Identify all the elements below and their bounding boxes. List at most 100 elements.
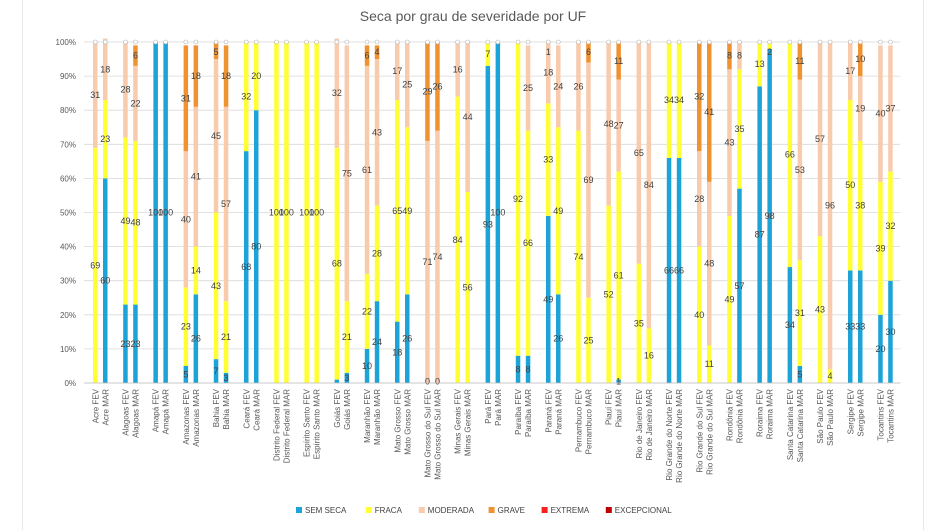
- x-tick-label: Distrito Federal FEV: [272, 388, 281, 461]
- bar-segment: [767, 42, 772, 49]
- bar-segment: [787, 42, 793, 268]
- data-label: 32: [694, 92, 704, 102]
- bar-cap: [404, 39, 410, 45]
- data-label: 100: [158, 208, 173, 218]
- bar-segment: [586, 42, 591, 63]
- bar-segment: [93, 147, 98, 383]
- data-label: 37: [885, 103, 895, 113]
- bar-segment: [576, 42, 581, 131]
- data-label: 22: [130, 98, 140, 108]
- bar-segment: [697, 42, 702, 152]
- bar-cap: [676, 39, 682, 45]
- x-tick-label: Amapá MAR: [162, 389, 171, 435]
- data-label: 33: [855, 322, 865, 332]
- bar-cap: [636, 39, 642, 45]
- x-tick-label: Piauí FEV: [605, 388, 614, 425]
- bar-segment: [133, 304, 138, 383]
- bar-segment: [797, 42, 803, 80]
- x-tick-label: Espírito Santo FEV: [303, 388, 312, 457]
- bar-segment: [888, 280, 893, 383]
- data-label: 69: [583, 175, 593, 185]
- data-label: 17: [845, 66, 855, 76]
- data-label: 10: [362, 361, 372, 371]
- bar-segment: [254, 110, 259, 383]
- bar-cap: [525, 39, 531, 45]
- data-label: 6: [133, 51, 138, 61]
- bar-segment: [334, 147, 340, 380]
- data-label: 49: [724, 294, 734, 304]
- bar-segment: [395, 99, 400, 322]
- bar-segment: [244, 151, 249, 383]
- bars: [92, 38, 893, 384]
- bar-cap: [213, 39, 219, 45]
- bar-cap: [92, 39, 98, 45]
- legend-swatch: [488, 507, 495, 513]
- bar-cap: [696, 39, 702, 45]
- data-label: 33: [845, 322, 855, 332]
- legend-label: SEM SECA: [305, 506, 347, 515]
- bar-segment: [515, 42, 521, 356]
- chart-area: Seca por grau de severidade por UF: [22, 0, 924, 530]
- bar-segment: [163, 42, 168, 383]
- data-label: 28: [120, 85, 130, 95]
- data-label: 49: [402, 206, 412, 216]
- data-label: 28: [694, 194, 704, 204]
- bar-segment: [556, 45, 561, 128]
- data-label: 53: [795, 165, 805, 175]
- bar-segment: [465, 42, 470, 193]
- data-label: 100: [299, 208, 314, 218]
- y-tick-label: 30%: [60, 277, 76, 286]
- bar-cap: [364, 39, 370, 45]
- y-tick-label: 10%: [60, 345, 76, 354]
- bar-cap: [284, 39, 289, 45]
- data-label: 49: [120, 216, 130, 226]
- x-tick-label: Mato Grosso do Sul MAR: [433, 389, 442, 480]
- bar-segment: [848, 42, 853, 100]
- data-label: 1: [616, 376, 621, 386]
- data-label: 18: [100, 64, 110, 74]
- bar-segment: [878, 314, 883, 383]
- bar-segment: [364, 45, 370, 66]
- data-label: 1: [546, 47, 551, 57]
- bar-cap: [133, 39, 138, 45]
- data-label: 27: [614, 121, 624, 131]
- x-tick-label: Santa Catarina FEV: [786, 388, 795, 460]
- bar-segment: [636, 42, 642, 264]
- bar-segment: [103, 99, 108, 179]
- data-label: 21: [221, 332, 231, 342]
- x-tick-label: Alagoas MAR: [131, 389, 140, 438]
- data-label: 3: [344, 373, 349, 383]
- x-tick-label: Mato Grosso MAR: [403, 389, 412, 455]
- data-label: 74: [573, 252, 583, 262]
- x-tick-label: Goiás FEV: [333, 388, 342, 427]
- data-label: 69: [90, 260, 100, 270]
- data-label: 26: [553, 334, 563, 344]
- data-label: 38: [855, 201, 865, 211]
- data-label: 84: [644, 180, 654, 190]
- legend-label: EXCEPCIONAL: [615, 506, 672, 515]
- data-label: 40: [694, 310, 704, 320]
- bar-segment: [334, 379, 340, 383]
- data-label: 11: [795, 56, 804, 66]
- bar-segment: [697, 246, 702, 383]
- x-tick-label: Rondônia FEV: [725, 388, 734, 441]
- data-label: 0: [435, 376, 440, 386]
- bar-cap: [817, 39, 823, 45]
- bar-cap: [606, 39, 611, 45]
- data-label: 39: [875, 243, 885, 253]
- bar-segment: [374, 59, 380, 206]
- x-tick-label: São Paulo MAR: [826, 389, 835, 446]
- y-tick-label: 80%: [60, 106, 76, 115]
- data-label: 18: [392, 347, 402, 357]
- data-label: 44: [463, 112, 473, 122]
- bar-segment: [827, 369, 833, 383]
- bar-segment: [616, 171, 621, 380]
- bar-cap: [787, 39, 793, 45]
- bar-cap: [163, 39, 168, 45]
- data-label: 8: [526, 364, 531, 374]
- legend-label: FRACA: [375, 506, 403, 515]
- bar-cap: [425, 39, 430, 45]
- x-tick-label: Paraná FEV: [544, 388, 553, 432]
- bar-segment: [395, 321, 400, 383]
- bar-segment: [515, 355, 521, 383]
